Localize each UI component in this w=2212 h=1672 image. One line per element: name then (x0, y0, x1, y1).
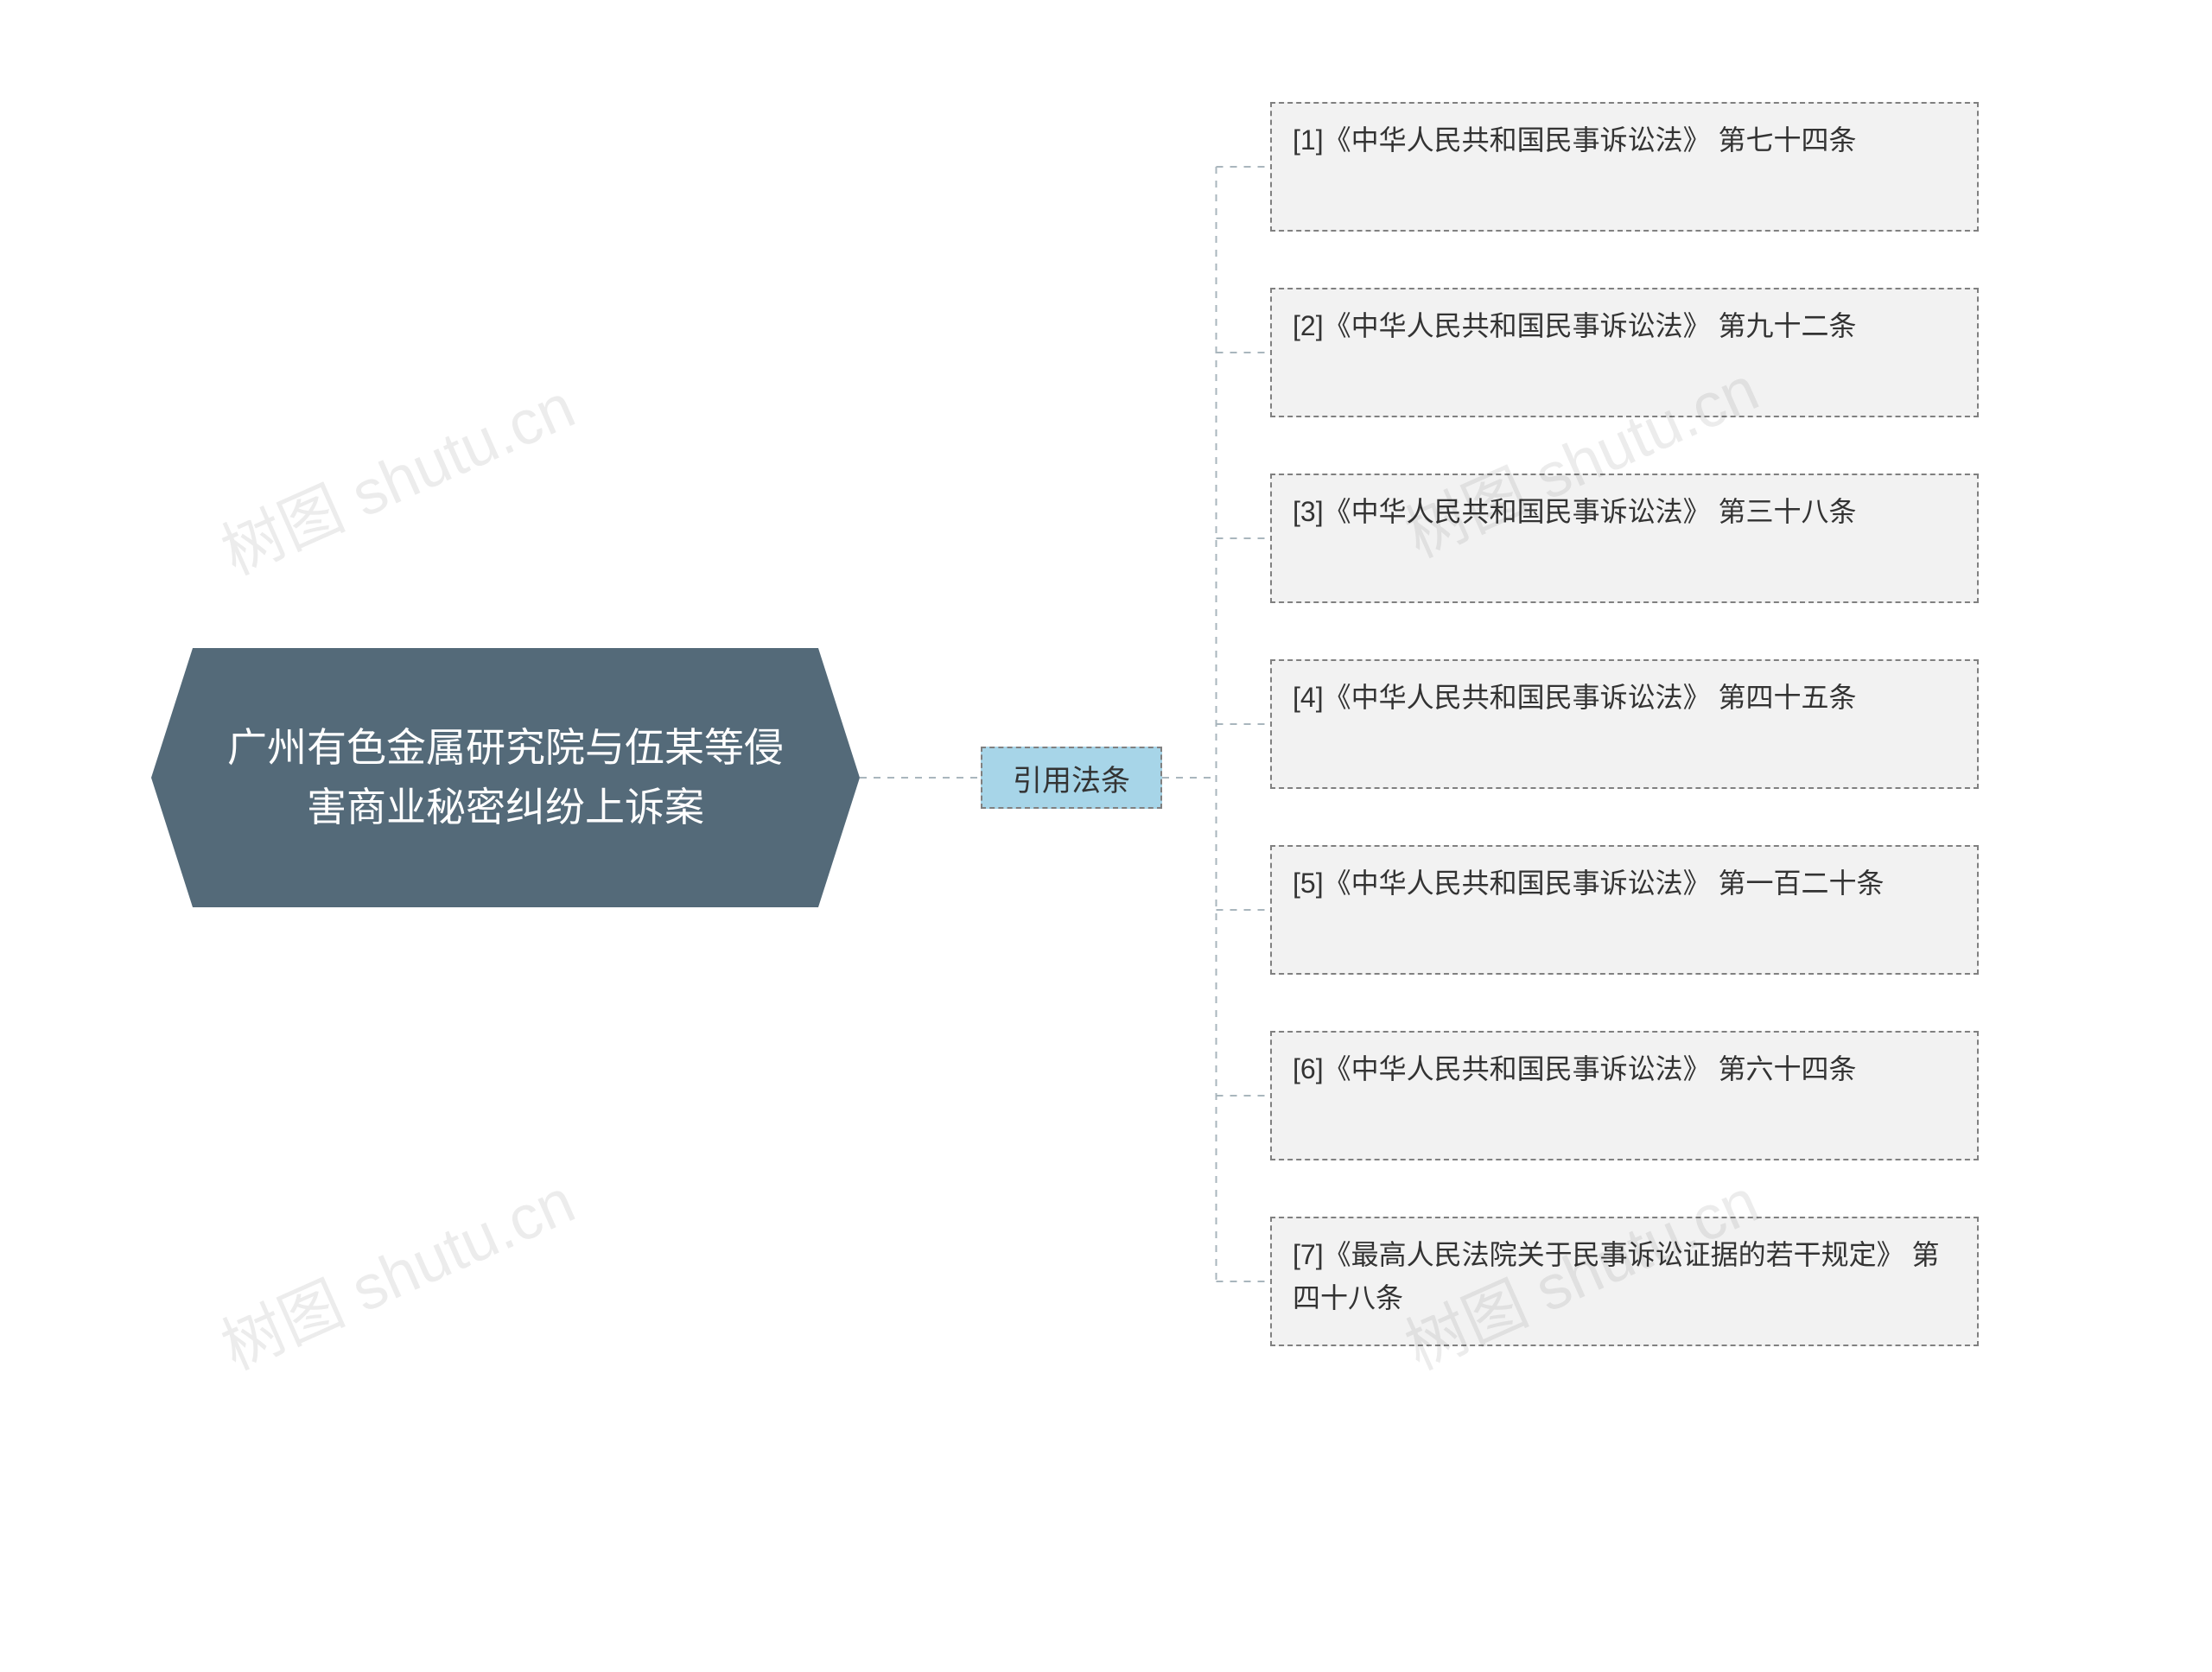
category-node: 引用法条 (981, 747, 1162, 809)
category-node-label: 引用法条 (1013, 757, 1130, 799)
mindmap-canvas: 广州有色金属研究院与伍某等侵害商业秘密纠纷上诉案 引用法条 [1]《中华人民共和… (0, 0, 2212, 1672)
root-node: 广州有色金属研究院与伍某等侵害商业秘密纠纷上诉案 (151, 648, 860, 907)
leaf-node-label: [5]《中华人民共和国民事诉讼法》 第一百二十条 (1293, 862, 1884, 906)
leaf-node: [2]《中华人民共和国民事诉讼法》 第九十二条 (1270, 288, 1979, 417)
leaf-node-label: [1]《中华人民共和国民事诉讼法》 第七十四条 (1293, 119, 1856, 162)
leaf-node-label: [4]《中华人民共和国民事诉讼法》 第四十五条 (1293, 677, 1856, 720)
leaf-node: [5]《中华人民共和国民事诉讼法》 第一百二十条 (1270, 845, 1979, 975)
watermark: 树图 shutu.cn (205, 1151, 586, 1387)
leaf-node-label: [3]《中华人民共和国民事诉讼法》 第三十八条 (1293, 491, 1856, 534)
leaf-node: [3]《中华人民共和国民事诉讼法》 第三十八条 (1270, 474, 1979, 603)
watermark: 树图 shutu.cn (205, 356, 586, 592)
leaf-node: [1]《中华人民共和国民事诉讼法》 第七十四条 (1270, 102, 1979, 232)
leaf-node-label: [6]《中华人民共和国民事诉讼法》 第六十四条 (1293, 1048, 1856, 1091)
leaf-node: [4]《中华人民共和国民事诉讼法》 第四十五条 (1270, 659, 1979, 789)
leaf-node-label: [2]《中华人民共和国民事诉讼法》 第九十二条 (1293, 305, 1856, 348)
root-node-label: 广州有色金属研究院与伍某等侵害商业秘密纠纷上诉案 (210, 718, 801, 837)
leaf-node: [7]《最高人民法院关于民事诉讼证据的若干规定》 第四十八条 (1270, 1217, 1979, 1346)
leaf-node: [6]《中华人民共和国民事诉讼法》 第六十四条 (1270, 1031, 1979, 1160)
leaf-node-label: [7]《最高人民法院关于民事诉讼证据的若干规定》 第四十八条 (1293, 1234, 1956, 1319)
